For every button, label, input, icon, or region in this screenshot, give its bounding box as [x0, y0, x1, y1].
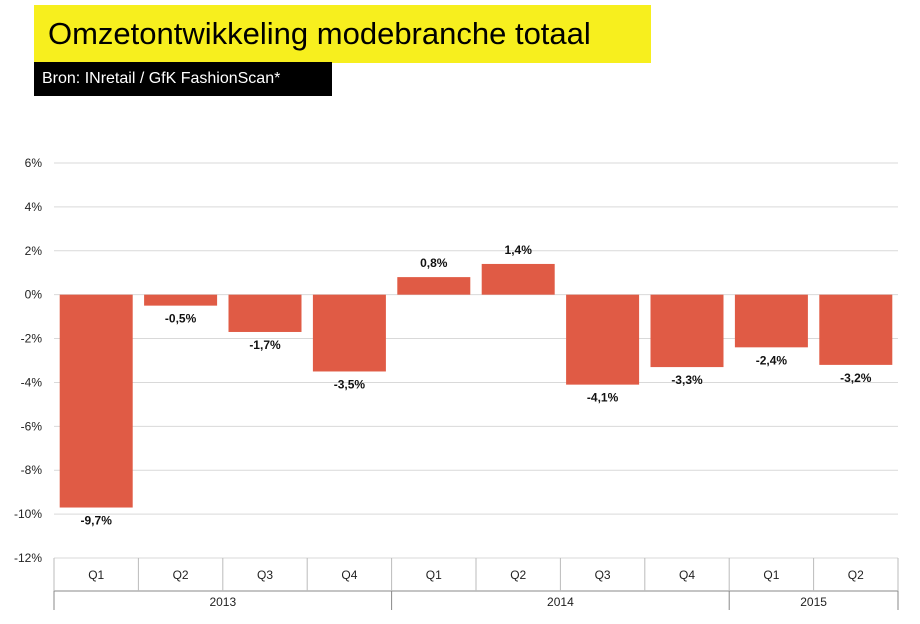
- bar: [228, 294, 302, 332]
- y-tick-label: -4%: [21, 375, 43, 389]
- group-label: 2014: [547, 595, 574, 609]
- y-tick-label: 2%: [25, 244, 43, 258]
- y-tick-label: 4%: [25, 200, 43, 214]
- x-tick-label: Q2: [510, 568, 526, 582]
- data-label: -3,5%: [334, 377, 366, 391]
- y-tick-label: 6%: [25, 156, 43, 170]
- data-label: -9,7%: [81, 514, 113, 528]
- x-tick-label: Q4: [679, 568, 695, 582]
- data-label: -3,3%: [671, 373, 703, 387]
- data-label: -0,5%: [165, 312, 197, 326]
- source-label: Bron: INretail / GfK FashionScan*: [34, 62, 332, 96]
- y-tick-label: -8%: [21, 463, 43, 477]
- x-tick-label: Q2: [848, 568, 864, 582]
- data-label: 1,4%: [505, 243, 533, 257]
- data-label: -1,7%: [249, 338, 281, 352]
- y-tick-label: -2%: [21, 332, 43, 346]
- data-label: -2,4%: [756, 353, 788, 367]
- bar: [144, 294, 218, 306]
- y-tick-label: 0%: [25, 288, 43, 302]
- x-tick-label: Q4: [341, 568, 357, 582]
- y-tick-label: -10%: [14, 507, 42, 521]
- bar: [59, 294, 133, 508]
- bar: [481, 263, 555, 295]
- x-tick-label: Q3: [257, 568, 273, 582]
- bar: [397, 277, 471, 295]
- x-tick-label: Q1: [426, 568, 442, 582]
- group-label: 2013: [209, 595, 236, 609]
- group-label: 2015: [800, 595, 827, 609]
- data-label: -4,1%: [587, 391, 619, 405]
- bar: [734, 294, 808, 348]
- bar: [650, 294, 724, 368]
- bar: [312, 294, 386, 372]
- y-tick-label: -6%: [21, 419, 43, 433]
- data-label: -3,2%: [840, 371, 872, 385]
- bar: [819, 294, 893, 365]
- data-label: 0,8%: [420, 256, 448, 270]
- x-tick-label: Q1: [763, 568, 779, 582]
- x-tick-label: Q2: [173, 568, 189, 582]
- x-tick-label: Q3: [595, 568, 611, 582]
- bar: [566, 294, 640, 385]
- y-tick-label: -12%: [14, 551, 42, 565]
- chart-title: Omzetontwikkeling modebranche totaal: [34, 5, 651, 63]
- x-tick-label: Q1: [88, 568, 104, 582]
